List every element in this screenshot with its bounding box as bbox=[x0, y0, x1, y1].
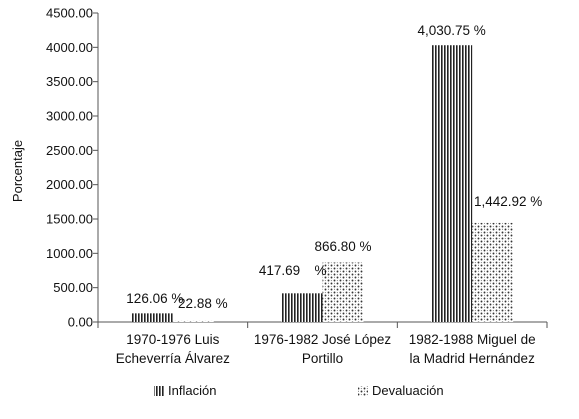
y-tick-label: 2000.00 bbox=[46, 177, 93, 192]
bar-inflacion bbox=[281, 293, 323, 322]
legend-swatch-inflacion bbox=[154, 386, 164, 396]
y-tick-label: 3000.00 bbox=[46, 109, 93, 124]
data-label: 1,442.92 % bbox=[474, 194, 542, 209]
data-labels: 126.06 % 417.69 4,030.75 % 22.88 % 866.80 % 1… bbox=[126, 23, 542, 311]
bar-devaluacion bbox=[322, 262, 364, 322]
legend-label: Inflación bbox=[168, 383, 216, 398]
bar-devaluacion bbox=[472, 222, 514, 322]
y-tick-label: 2500.00 bbox=[46, 143, 93, 158]
x-category-label: 1970-1976 Luis Echeverría Álvarez bbox=[116, 332, 230, 366]
y-tick-label: 4500.00 bbox=[46, 6, 93, 21]
y-tick-label: 4000.00 bbox=[46, 40, 93, 55]
x-category-label: 1982-1988 Miguel de la Madrid Hernández bbox=[409, 332, 536, 366]
data-label: 126.06 % bbox=[126, 291, 183, 306]
bar-inflacion bbox=[431, 45, 473, 322]
y-tick-label: 1500.00 bbox=[46, 212, 93, 227]
data-label-percent: % bbox=[315, 263, 327, 278]
y-tick-label: 500.00 bbox=[53, 280, 93, 295]
legend: Inflación Devaluación bbox=[154, 383, 444, 398]
y-tick-label: 3500.00 bbox=[46, 74, 93, 89]
y-axis-title: Porcentaje bbox=[10, 140, 25, 202]
data-label: 4,030.75 % bbox=[418, 23, 486, 38]
bars bbox=[131, 45, 514, 322]
x-category-label: 1976-1982 José López Portillo bbox=[254, 332, 392, 366]
legend-swatch-devaluacion bbox=[358, 386, 368, 396]
data-label: 866.80 % bbox=[314, 239, 371, 254]
bar-inflacion bbox=[131, 313, 173, 322]
y-tick-label: 1000.00 bbox=[46, 246, 93, 261]
bar-devaluacion bbox=[172, 320, 214, 322]
x-axis: 1970-1976 Luis Echeverría Álvarez 1976-198… bbox=[97, 321, 548, 366]
y-tick-label: 0.00 bbox=[68, 315, 93, 330]
legend-label: Devaluación bbox=[372, 383, 444, 398]
data-label: 417.69 bbox=[259, 263, 300, 278]
y-axis: 0.00 500.00 1000.00 1500.00 2000.00 2500.00 30… bbox=[46, 6, 99, 330]
data-label: 22.88 % bbox=[178, 296, 228, 311]
